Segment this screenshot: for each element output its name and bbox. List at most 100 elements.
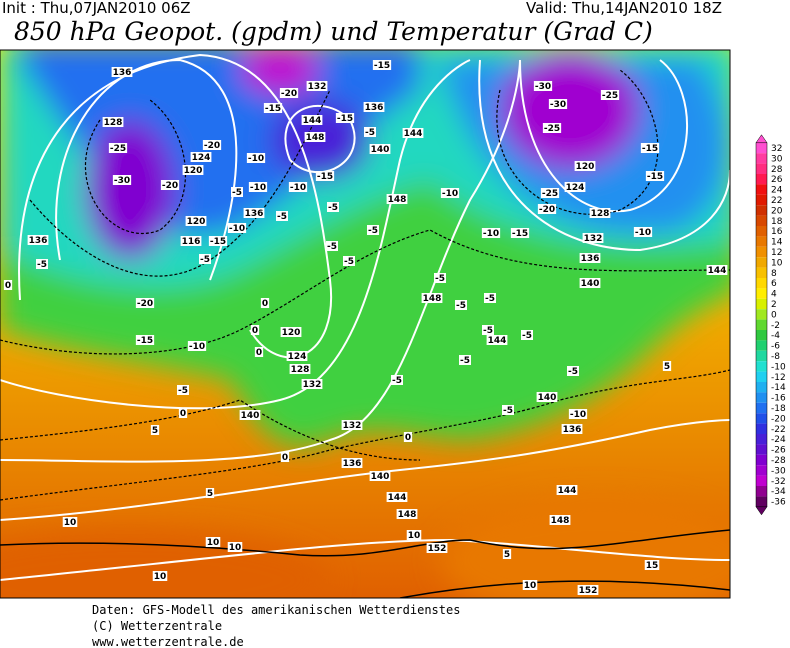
contour-label: -5 <box>231 187 243 198</box>
contour-label: 124 <box>286 351 308 362</box>
label-box <box>112 175 132 185</box>
label-box <box>486 335 508 345</box>
contour-value: 120 <box>187 217 206 227</box>
colorbar-label: -34 <box>771 487 786 497</box>
contour-label: -30 <box>112 175 132 186</box>
contour-value: -10 <box>290 183 306 193</box>
label-box <box>406 530 422 540</box>
label-box <box>567 366 579 376</box>
colorbar-label: -4 <box>771 331 780 341</box>
colorbar-top-arrow <box>755 134 768 144</box>
label-box <box>459 355 471 365</box>
contour-value: 136 <box>245 209 264 219</box>
contour-value: -5 <box>178 386 188 396</box>
contour-value: -5 <box>277 212 287 222</box>
label-box <box>386 492 408 502</box>
contour-label: 144 <box>386 492 408 503</box>
contour-label: -5 <box>364 127 376 138</box>
contour-value: -10 <box>250 183 266 193</box>
colorbar-cell <box>756 215 767 226</box>
contour-label: -15 <box>208 236 228 247</box>
contour-value: -5 <box>522 331 532 341</box>
colorbar-cell <box>756 205 767 216</box>
contour-label: 132 <box>341 420 363 431</box>
label-box <box>533 81 553 91</box>
contour-label: 148 <box>421 293 443 304</box>
contour-value: -25 <box>542 189 558 199</box>
contour-value: 136 <box>113 68 132 78</box>
contour-value: 128 <box>591 209 610 219</box>
contour-label: -5 <box>459 355 471 366</box>
label-box <box>335 113 355 123</box>
contour-label: 132 <box>582 233 604 244</box>
label-box <box>600 90 620 100</box>
label-box <box>540 188 560 198</box>
contour-label: 128 <box>589 208 611 219</box>
contour-label: 144 <box>706 265 728 276</box>
map-title: 850 hPa Geopot. (gpdm) und Temperatur (G… <box>14 17 653 46</box>
contour-label: 10 <box>227 542 243 553</box>
contour-value: 10 <box>229 543 242 553</box>
contour-value: 124 <box>566 183 585 193</box>
contour-value: 144 <box>558 486 577 496</box>
label-box <box>326 241 338 251</box>
label-box <box>304 132 326 142</box>
label-box <box>263 103 283 113</box>
colorbar-cell <box>756 454 767 466</box>
contour-value: -20 <box>204 141 220 151</box>
label-box <box>301 115 323 125</box>
contour-label: -5 <box>327 202 339 213</box>
colorbar-bottom-arrow <box>755 506 768 516</box>
contour-value: 140 <box>538 393 557 403</box>
contour-label: 0 <box>3 280 13 291</box>
contour-label: 128 <box>289 364 311 375</box>
contour-value: 148 <box>551 516 570 526</box>
contour-label: -25 <box>108 143 128 154</box>
contour-label: 148 <box>396 509 418 520</box>
contour-value: -5 <box>344 257 354 267</box>
contour-label: -5 <box>276 211 288 222</box>
colorbar-label: -32 <box>771 477 786 487</box>
label-box <box>574 161 596 171</box>
label-box <box>582 233 604 243</box>
contour-value: 15 <box>646 561 659 571</box>
contour-value: -25 <box>110 144 126 154</box>
colorbar-label: 6 <box>771 279 777 289</box>
label-box <box>502 405 514 415</box>
label-box <box>202 140 222 150</box>
contour-label: 136 <box>341 458 363 469</box>
label-box <box>640 143 660 153</box>
label-box <box>455 300 467 310</box>
label-box <box>341 420 363 430</box>
colorbar-label: -2 <box>771 321 780 331</box>
label-box <box>3 280 13 290</box>
contour-label: 136 <box>363 102 385 113</box>
contour-label: 140 <box>369 471 391 482</box>
footer-url: www.wetterzentrale.de <box>92 635 244 648</box>
contour-label: -5 <box>482 325 494 336</box>
temperature-contours <box>0 69 730 501</box>
colorbar-cell <box>756 392 767 403</box>
contour-label: -15 <box>315 171 335 182</box>
label-box <box>579 278 601 288</box>
contour-label: -25 <box>542 123 562 134</box>
contour-value: -10 <box>189 342 205 352</box>
contour-value: 144 <box>303 116 322 126</box>
label-box <box>537 204 557 214</box>
contour-value: 10 <box>524 581 537 591</box>
contour-label: 140 <box>536 392 558 403</box>
label-box <box>152 571 168 581</box>
contour-value: -20 <box>539 205 555 215</box>
colorbar-cell <box>756 246 767 258</box>
contour-value: -10 <box>229 224 245 234</box>
contour-label: -5 <box>502 405 514 416</box>
valid-time: Valid: Thu,14JAN2010 18Z <box>526 0 722 17</box>
label-box <box>386 194 408 204</box>
contour-label: 148 <box>549 515 571 526</box>
colorbar-label: -14 <box>771 383 786 393</box>
contour-label: -5 <box>177 385 189 396</box>
contour-value: 0 <box>252 326 258 336</box>
contour-value: -15 <box>512 229 528 239</box>
contour-value: 120 <box>282 328 301 338</box>
contour-value: 144 <box>708 266 727 276</box>
